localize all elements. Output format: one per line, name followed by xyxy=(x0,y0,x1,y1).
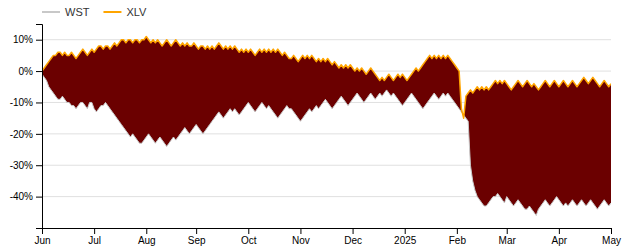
tick-mark xyxy=(94,228,95,234)
tick-mark xyxy=(248,228,249,234)
tick-mark xyxy=(36,71,42,72)
y-axis: 10% 0% -10% -20% -30% -40% xyxy=(10,25,43,229)
tick-label: May xyxy=(602,235,621,246)
axis-line xyxy=(36,25,43,229)
x-tick: Mar xyxy=(499,228,517,246)
x-tick: Feb xyxy=(449,228,467,246)
legend-item: WST xyxy=(42,6,90,18)
tick-label: Nov xyxy=(292,235,310,246)
tick-label: Oct xyxy=(241,235,257,246)
plot-area xyxy=(42,37,611,216)
x-tick: May xyxy=(602,228,621,246)
tick-label: -10% xyxy=(10,97,33,108)
y-tick: 0% xyxy=(19,66,42,77)
tick-mark xyxy=(146,228,147,234)
tick-label: Mar xyxy=(499,235,517,246)
tick-mark xyxy=(507,228,508,234)
series-line xyxy=(42,37,611,119)
tick-label: Sep xyxy=(188,235,206,246)
tick-mark xyxy=(559,228,560,234)
x-tick: Dec xyxy=(344,228,362,246)
tick-mark xyxy=(36,40,42,41)
chart: Jun Jul Aug Sep Oct Nov Dec 2025 Feb Mar Apr May 10%… xyxy=(0,0,625,250)
tick-label: 0% xyxy=(19,66,34,77)
tick-label: -30% xyxy=(10,160,33,171)
fill-between xyxy=(42,37,611,216)
tick-label: Apr xyxy=(552,235,568,246)
x-tick: Jul xyxy=(88,228,101,246)
tick-label: Jul xyxy=(88,235,101,246)
y-tick: -30% xyxy=(10,160,42,171)
legend-label: WST xyxy=(65,6,90,18)
y-tick: -20% xyxy=(10,129,42,140)
tick-mark xyxy=(405,228,406,234)
series-line xyxy=(42,74,611,215)
legend-label: XLV xyxy=(126,6,147,18)
tick-mark xyxy=(196,228,197,234)
tick-mark xyxy=(36,134,42,135)
tick-label: Aug xyxy=(138,235,156,246)
legend: WST XLV xyxy=(42,6,147,18)
x-tick: Jun xyxy=(34,228,50,246)
legend-swatch xyxy=(42,11,60,13)
tick-mark xyxy=(36,197,42,198)
x-axis: Jun Jul Aug Sep Oct Nov Dec 2025 Feb Mar Apr May xyxy=(34,228,621,246)
y-tick: 10% xyxy=(13,34,42,45)
tick-label: -40% xyxy=(10,191,33,202)
x-tick: Aug xyxy=(138,228,156,246)
tick-mark xyxy=(36,102,42,103)
legend-swatch xyxy=(103,11,121,13)
tick-label: Dec xyxy=(344,235,362,246)
y-tick: -40% xyxy=(10,191,42,202)
tick-mark xyxy=(353,228,354,234)
legend-item: XLV xyxy=(103,6,147,18)
tick-mark xyxy=(300,228,301,234)
x-tick: Apr xyxy=(552,228,568,246)
y-tick: -10% xyxy=(10,97,42,108)
chart-container: Jun Jul Aug Sep Oct Nov Dec 2025 Feb Mar Apr May 10%… xyxy=(0,0,625,250)
tick-mark xyxy=(36,165,42,166)
axis-line xyxy=(43,229,612,235)
tick-label: Feb xyxy=(449,235,467,246)
tick-mark xyxy=(457,228,458,234)
tick-label: Jun xyxy=(34,235,50,246)
tick-mark xyxy=(611,228,612,234)
x-tick: 2025 xyxy=(394,228,417,246)
x-tick: Oct xyxy=(241,228,257,246)
tick-label: 10% xyxy=(13,34,33,45)
tick-label: 2025 xyxy=(394,235,417,246)
x-tick: Nov xyxy=(292,228,310,246)
tick-label: -20% xyxy=(10,129,33,140)
x-tick: Sep xyxy=(188,228,206,246)
